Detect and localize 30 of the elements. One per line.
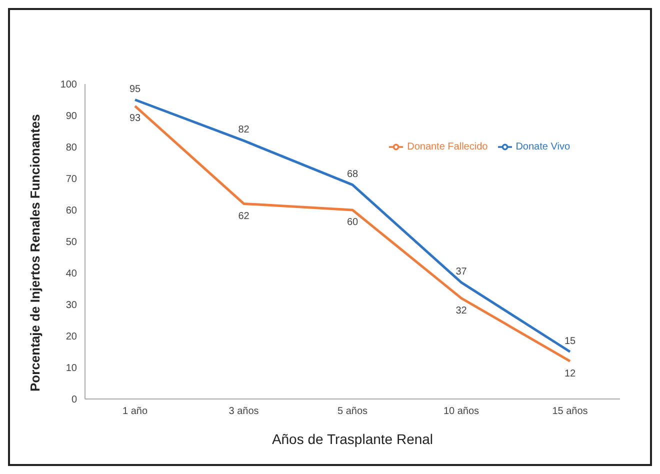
data-label: 82 xyxy=(238,124,250,136)
x-axis-title: Años de Trasplante Renal xyxy=(272,431,434,447)
y-tick-label: 0 xyxy=(71,394,78,406)
data-label: 68 xyxy=(346,168,358,180)
y-tick-label: 70 xyxy=(66,174,78,186)
y-tick-label: 90 xyxy=(66,111,78,122)
legend-label: Donante Fallecido xyxy=(407,142,488,153)
data-label: 93 xyxy=(129,113,141,124)
data-label: 62 xyxy=(238,210,250,222)
x-tick-label: 10 años xyxy=(443,406,480,418)
x-tick-label: 5 años xyxy=(337,406,368,418)
legend-label: Donate Vivo xyxy=(516,142,570,153)
data-label: 12 xyxy=(564,368,576,380)
data-label: 60 xyxy=(346,217,358,228)
data-label: 95 xyxy=(129,84,141,95)
y-tick-label: 50 xyxy=(66,237,78,248)
y-tick-label: 30 xyxy=(66,300,78,312)
y-tick-label: 100 xyxy=(60,80,78,91)
x-tick-label: 1 año xyxy=(122,406,148,418)
data-label: 37 xyxy=(456,266,468,278)
data-label: 15 xyxy=(564,336,576,347)
y-tick-label: 20 xyxy=(66,332,78,343)
y-tick-label: 10 xyxy=(66,363,78,374)
y-tick-label: 60 xyxy=(66,206,78,217)
y-tick-label: 80 xyxy=(66,142,78,154)
y-axis-title: Porcentaje de Injertos Renales Funcionantes xyxy=(28,114,43,392)
x-tick-label: 15 años xyxy=(552,406,588,418)
y-tick-label: 40 xyxy=(66,268,78,280)
x-tick-label: 3 años xyxy=(228,406,259,418)
data-label: 32 xyxy=(456,305,468,316)
